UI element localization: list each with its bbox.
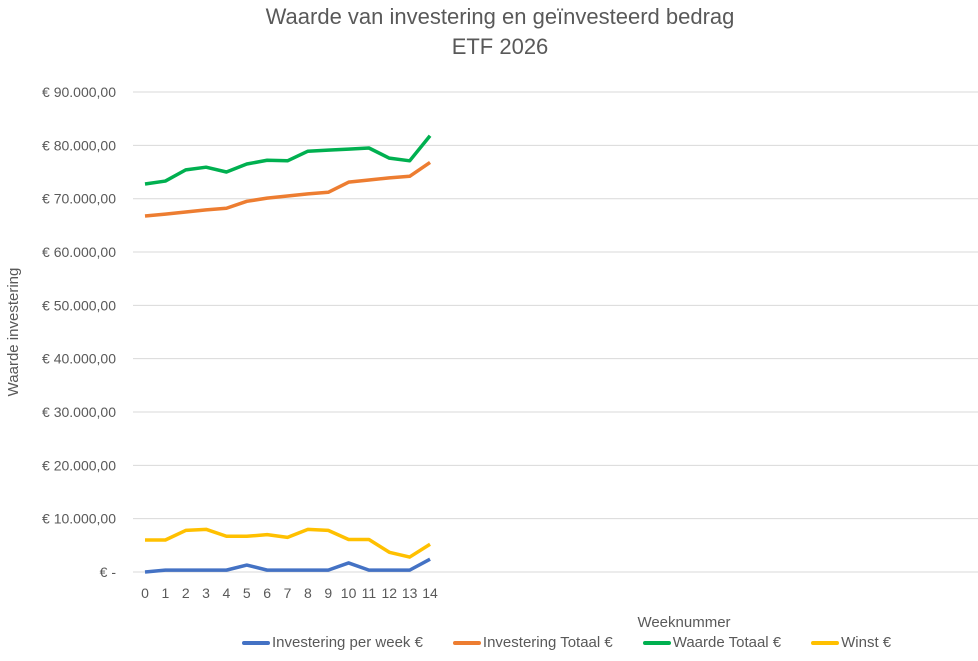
x-tick-label: 12 — [382, 585, 398, 601]
x-tick-label: 1 — [161, 585, 169, 601]
y-tick-label: € 30.000,00 — [42, 404, 116, 420]
legend: Investering per week € Investering Totaal… — [242, 634, 921, 651]
y-tick-label: € 60.000,00 — [42, 244, 116, 260]
y-tick-label: € 80.000,00 — [42, 137, 116, 153]
x-tick-label: 3 — [202, 585, 210, 601]
series-line — [144, 160, 432, 218]
x-tick-label: 0 — [141, 585, 149, 601]
x-tick-label: 2 — [182, 585, 190, 601]
y-tick-label: € 10.000,00 — [42, 511, 116, 527]
chart-title: Waarde van investering en geïnvesteerd b… — [265, 4, 735, 29]
legend-swatch-icon — [452, 640, 481, 645]
x-tick-label: 5 — [243, 585, 251, 601]
series-line — [145, 527, 431, 559]
legend-label: Winst € — [841, 634, 892, 651]
x-tick-label: 13 — [402, 585, 418, 601]
x-tick-label: 8 — [304, 585, 312, 601]
legend-item: Waarde Totaal € — [642, 634, 782, 651]
series-line — [144, 134, 432, 186]
y-axis-label: Waarde investering — [5, 268, 22, 397]
legend-label: Waarde Totaal € — [672, 634, 782, 651]
series-line — [144, 557, 431, 574]
x-axis-label: Weeknummer — [637, 614, 730, 631]
legend-label: Investering Totaal € — [482, 634, 613, 651]
x-tick-label: 11 — [362, 585, 377, 601]
legend-swatch-icon — [242, 640, 270, 645]
y-tick-label: € 20.000,00 — [42, 457, 116, 473]
legend-label: Investering per week € — [272, 634, 423, 651]
x-tick-label: 7 — [284, 585, 292, 601]
y-tick-label: € 90.000,00 — [42, 84, 116, 100]
legend-swatch-icon — [811, 640, 840, 645]
x-tick-label: 10 — [341, 585, 357, 601]
legend-item: Investering per week € — [242, 634, 423, 651]
chart-subtitle: ETF 2026 — [451, 34, 549, 59]
legend-item: Investering Totaal € — [452, 634, 613, 651]
legend-item: Winst € — [811, 634, 891, 651]
y-tick-label: € - — [100, 564, 117, 580]
y-tick-label: € 50.000,00 — [42, 297, 116, 313]
x-tick-label: 9 — [324, 585, 332, 601]
x-tick-label: 6 — [263, 585, 271, 601]
legend-swatch-icon — [642, 640, 671, 645]
y-tick-label: € 70.000,00 — [42, 191, 116, 207]
y-tick-label: € 40.000,00 — [42, 351, 116, 367]
x-tick-label: 4 — [223, 585, 231, 601]
x-tick-label: 14 — [422, 585, 438, 601]
